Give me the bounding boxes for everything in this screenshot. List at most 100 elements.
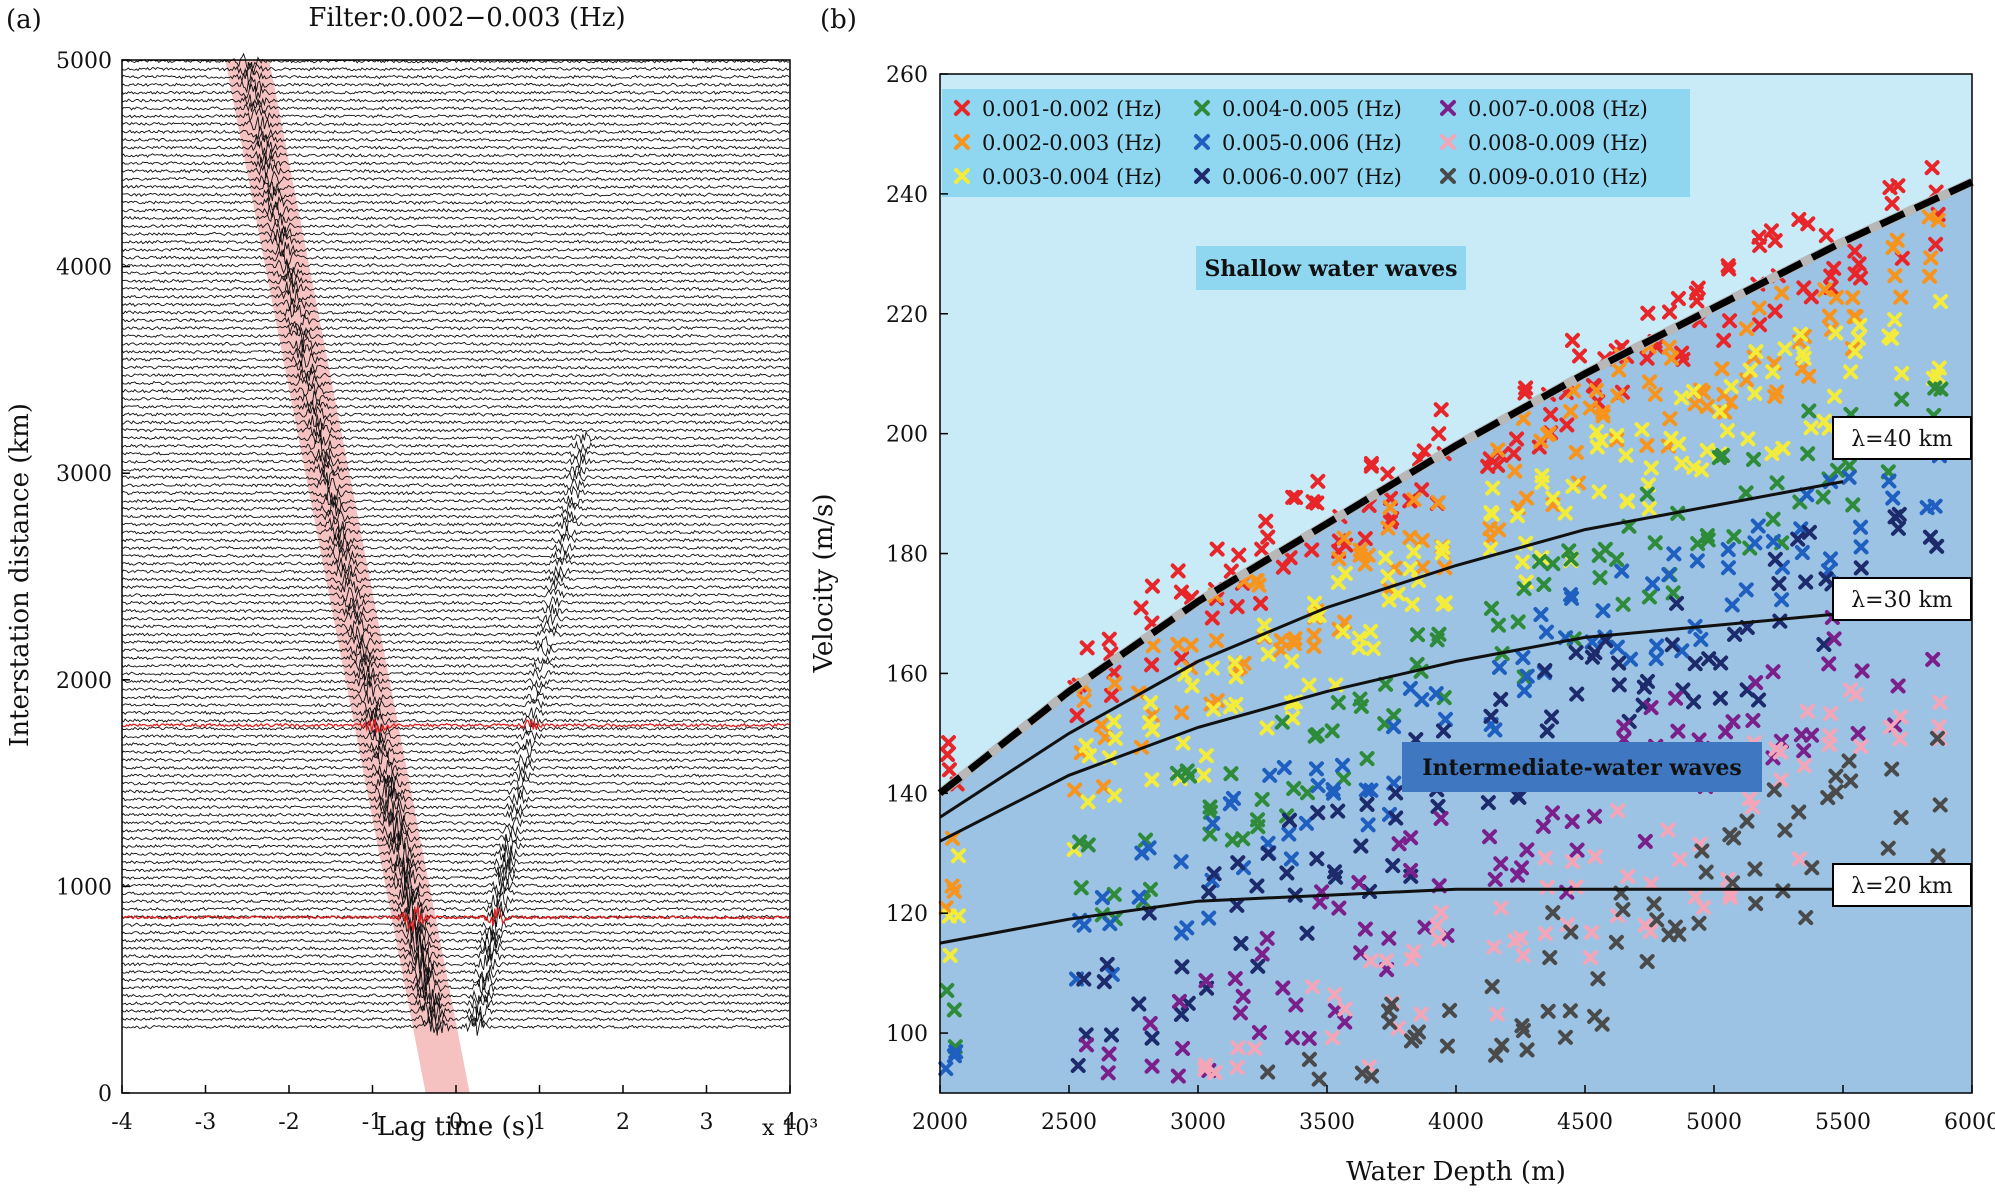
trace (121, 759, 790, 778)
scatter-point (1327, 864, 1343, 880)
scatter-point (1649, 912, 1665, 928)
scatter-point (1433, 402, 1449, 418)
scatter-point (1815, 489, 1831, 505)
scatter-point (1931, 719, 1947, 735)
scatter-point (1751, 692, 1767, 708)
scatter-point (944, 878, 960, 894)
trace (121, 895, 790, 921)
trace (121, 67, 790, 85)
scatter-point (1665, 585, 1681, 601)
scatter-point (1202, 799, 1218, 815)
panel-a-y-ticks: 0 1000 2000 3000 4000 5000 (56, 49, 130, 1107)
scatter-point (1590, 971, 1606, 987)
scatter-point (1254, 946, 1270, 962)
scatter-point (1847, 266, 1863, 282)
trace (121, 116, 790, 131)
scatter-point (1282, 812, 1297, 828)
scatter-point (1722, 889, 1738, 905)
scatter-point (1380, 520, 1396, 536)
scatter-point (1720, 542, 1736, 558)
scatter-point (1800, 216, 1816, 232)
scatter-point (1921, 209, 1937, 225)
scatter-point (1720, 560, 1736, 576)
scatter-point (1515, 554, 1531, 570)
scatter-point (1284, 653, 1300, 669)
scatter-point (1830, 462, 1846, 478)
trace (121, 320, 790, 337)
scatter-point (1533, 607, 1549, 623)
scatter-point (1925, 651, 1941, 667)
trace (121, 750, 790, 768)
scatter-point (1742, 362, 1758, 378)
scatter-point (1693, 632, 1709, 648)
scatter-point (1143, 695, 1159, 711)
lambda20-label-box (1832, 863, 1972, 907)
scatter-point (1249, 878, 1265, 894)
scatter-point (1507, 463, 1523, 479)
trace (121, 289, 790, 305)
scatter-point (1791, 212, 1807, 228)
scatter-point (1564, 332, 1580, 348)
trace (121, 967, 790, 992)
scatter-point (1892, 709, 1908, 725)
scatter-point (1816, 636, 1832, 652)
scatter-point (1821, 308, 1837, 324)
trace (121, 650, 790, 666)
scatter-point (1336, 530, 1352, 546)
scatter-point (1643, 700, 1659, 716)
scatter-point (1516, 581, 1532, 597)
scatter-point (1751, 300, 1767, 316)
scatter-point (1516, 683, 1532, 699)
trace (121, 570, 790, 587)
scatter-point (1483, 708, 1499, 724)
scatter-point (1841, 469, 1857, 485)
scatter-point (941, 762, 957, 778)
scatter-point (1483, 600, 1499, 616)
scatter-point (1275, 559, 1291, 575)
scatter-point (1378, 676, 1394, 692)
scatter-point (1569, 842, 1585, 858)
scatter-point (1324, 1030, 1340, 1046)
trace (121, 907, 790, 932)
scatter-point (1171, 993, 1187, 1009)
scatter-point (1564, 854, 1580, 870)
trace (121, 399, 790, 415)
trace (121, 210, 790, 228)
trace (121, 634, 790, 650)
trace (121, 83, 790, 100)
scatter-point (1413, 1006, 1429, 1022)
scatter-point (1094, 890, 1110, 906)
scatter-point (1634, 422, 1650, 438)
trace (121, 264, 790, 281)
scatter-point (1595, 404, 1611, 420)
scatter-point (1363, 623, 1379, 639)
scatter-point (1764, 446, 1780, 462)
trace (121, 825, 790, 853)
trace (121, 665, 790, 681)
trace (121, 94, 790, 110)
scatter-point (1663, 430, 1679, 446)
scatter-point (1763, 223, 1779, 239)
scatter-point (1509, 508, 1525, 524)
lambda30-label-box (1832, 577, 1972, 621)
scatter-point (1201, 910, 1217, 926)
scatter-point (941, 735, 957, 751)
scatter-point (1738, 485, 1754, 501)
scatter-point (1437, 711, 1453, 727)
scatter-point (1173, 854, 1189, 870)
scatter-point (1286, 781, 1302, 797)
scatter-point (1072, 834, 1088, 850)
scatter-point (1544, 709, 1560, 725)
scatter-point (1689, 553, 1705, 569)
scatter-point (1748, 896, 1764, 912)
scatter-point (1430, 798, 1446, 814)
scatter-point (1357, 556, 1373, 572)
scatter-point (1309, 851, 1325, 867)
scatter-point (1794, 545, 1810, 561)
scatter-point (1790, 531, 1806, 547)
scatter-point (1482, 521, 1498, 537)
scatter-point (1326, 785, 1342, 801)
scatter-point (1853, 519, 1869, 535)
scatter-point (1251, 1025, 1267, 1041)
scatter-point (1406, 944, 1422, 960)
